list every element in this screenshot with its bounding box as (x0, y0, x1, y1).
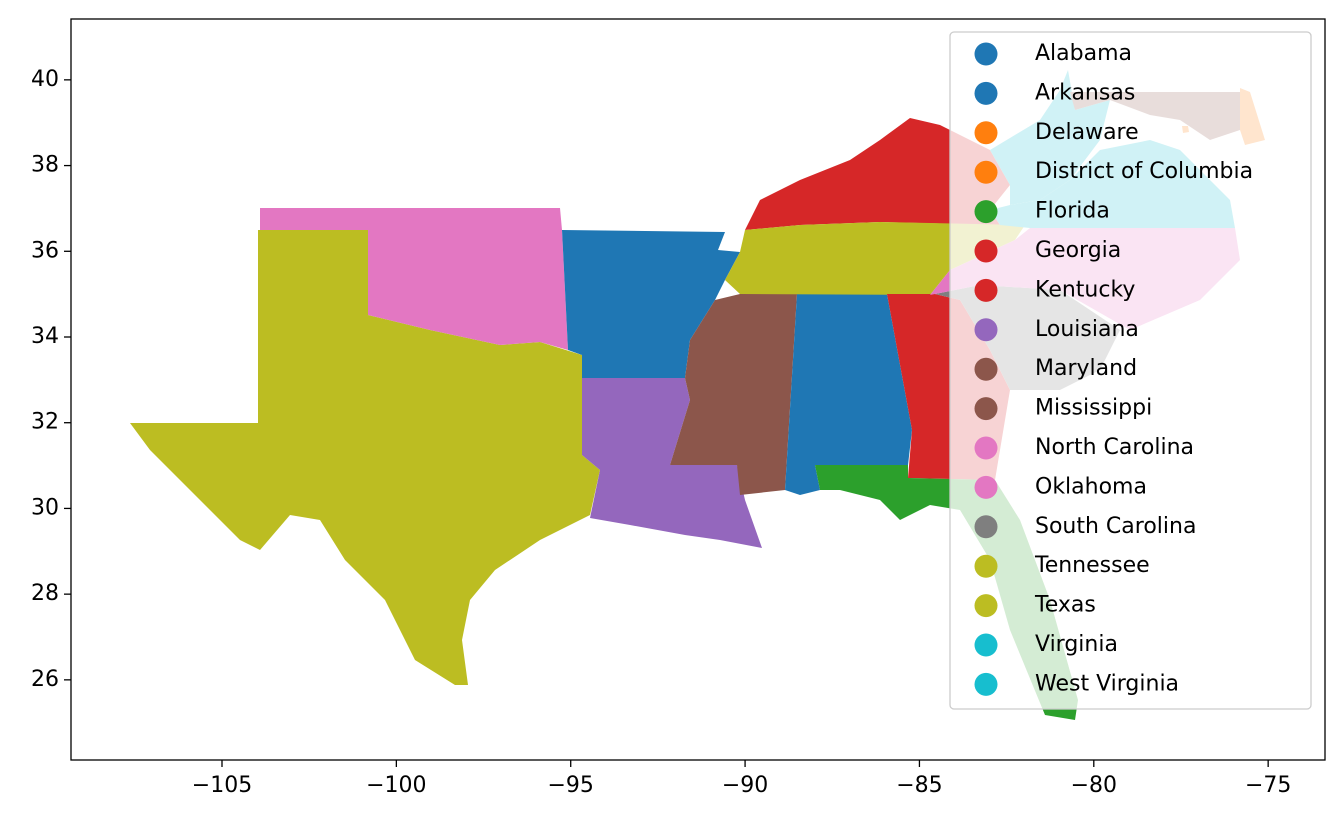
legend-label: Texas (1034, 593, 1096, 618)
legend-marker (974, 554, 998, 578)
x-tick-label: −105 (192, 773, 252, 798)
state-shape (745, 118, 1010, 230)
legend-label: Virginia (1035, 632, 1118, 657)
state-shape (582, 378, 762, 548)
y-tick-label: 32 (31, 410, 59, 435)
x-tick-label: −85 (896, 773, 942, 798)
legend-label: Florida (1035, 199, 1110, 224)
legend-marker (974, 318, 998, 342)
legend-label: Alabama (1035, 41, 1132, 66)
legend-marker (974, 200, 998, 224)
x-tick-label: −75 (1245, 773, 1291, 798)
y-tick-label: 36 (31, 238, 59, 263)
legend-marker (974, 397, 998, 421)
legend-label: Kentucky (1035, 277, 1135, 302)
x-tick-label: −100 (366, 773, 426, 798)
legend-marker (974, 357, 998, 381)
legend-label: Maryland (1035, 356, 1137, 381)
legend-marker (974, 436, 998, 460)
legend-marker (974, 475, 998, 499)
y-tick-label: 28 (31, 581, 59, 606)
legend-label: District of Columbia (1035, 159, 1253, 184)
legend-label: Tennessee (1034, 553, 1150, 578)
legend-marker (974, 515, 998, 539)
legend-label: Oklahoma (1035, 474, 1147, 499)
legend-marker (974, 160, 998, 184)
y-tick-label: 26 (31, 667, 59, 692)
state-shape (562, 230, 740, 378)
legend-label: Arkansas (1035, 80, 1135, 105)
y-tick-label: 30 (31, 495, 59, 520)
y-tick-label: 40 (31, 67, 59, 92)
legend-marker (974, 239, 998, 263)
legend-marker (974, 594, 998, 618)
legend-marker (974, 278, 998, 302)
state-shape (785, 294, 912, 495)
y-tick-label: 38 (31, 153, 59, 178)
x-tick-label: −80 (1071, 773, 1117, 798)
legend-label: Georgia (1035, 238, 1121, 263)
legend-label: Mississippi (1035, 396, 1152, 421)
x-tick-label: −90 (722, 773, 768, 798)
legend-label: West Virginia (1035, 671, 1179, 696)
x-tick-label: −95 (547, 773, 593, 798)
legend-marker (974, 81, 998, 105)
legend-label: North Carolina (1035, 435, 1194, 460)
legend-label: Louisiana (1035, 317, 1139, 342)
plot-frame (70, 18, 1326, 761)
legend-label: Delaware (1035, 120, 1139, 145)
legend-marker (974, 633, 998, 657)
legend-marker (974, 121, 998, 145)
state-shape (260, 208, 568, 350)
legend-marker (974, 672, 998, 696)
legend-marker (974, 42, 998, 66)
legend-label: South Carolina (1035, 514, 1196, 539)
state-shape (130, 230, 600, 685)
state-shape (670, 294, 797, 495)
y-tick-label: 34 (31, 324, 59, 349)
legend-box (949, 31, 1312, 710)
